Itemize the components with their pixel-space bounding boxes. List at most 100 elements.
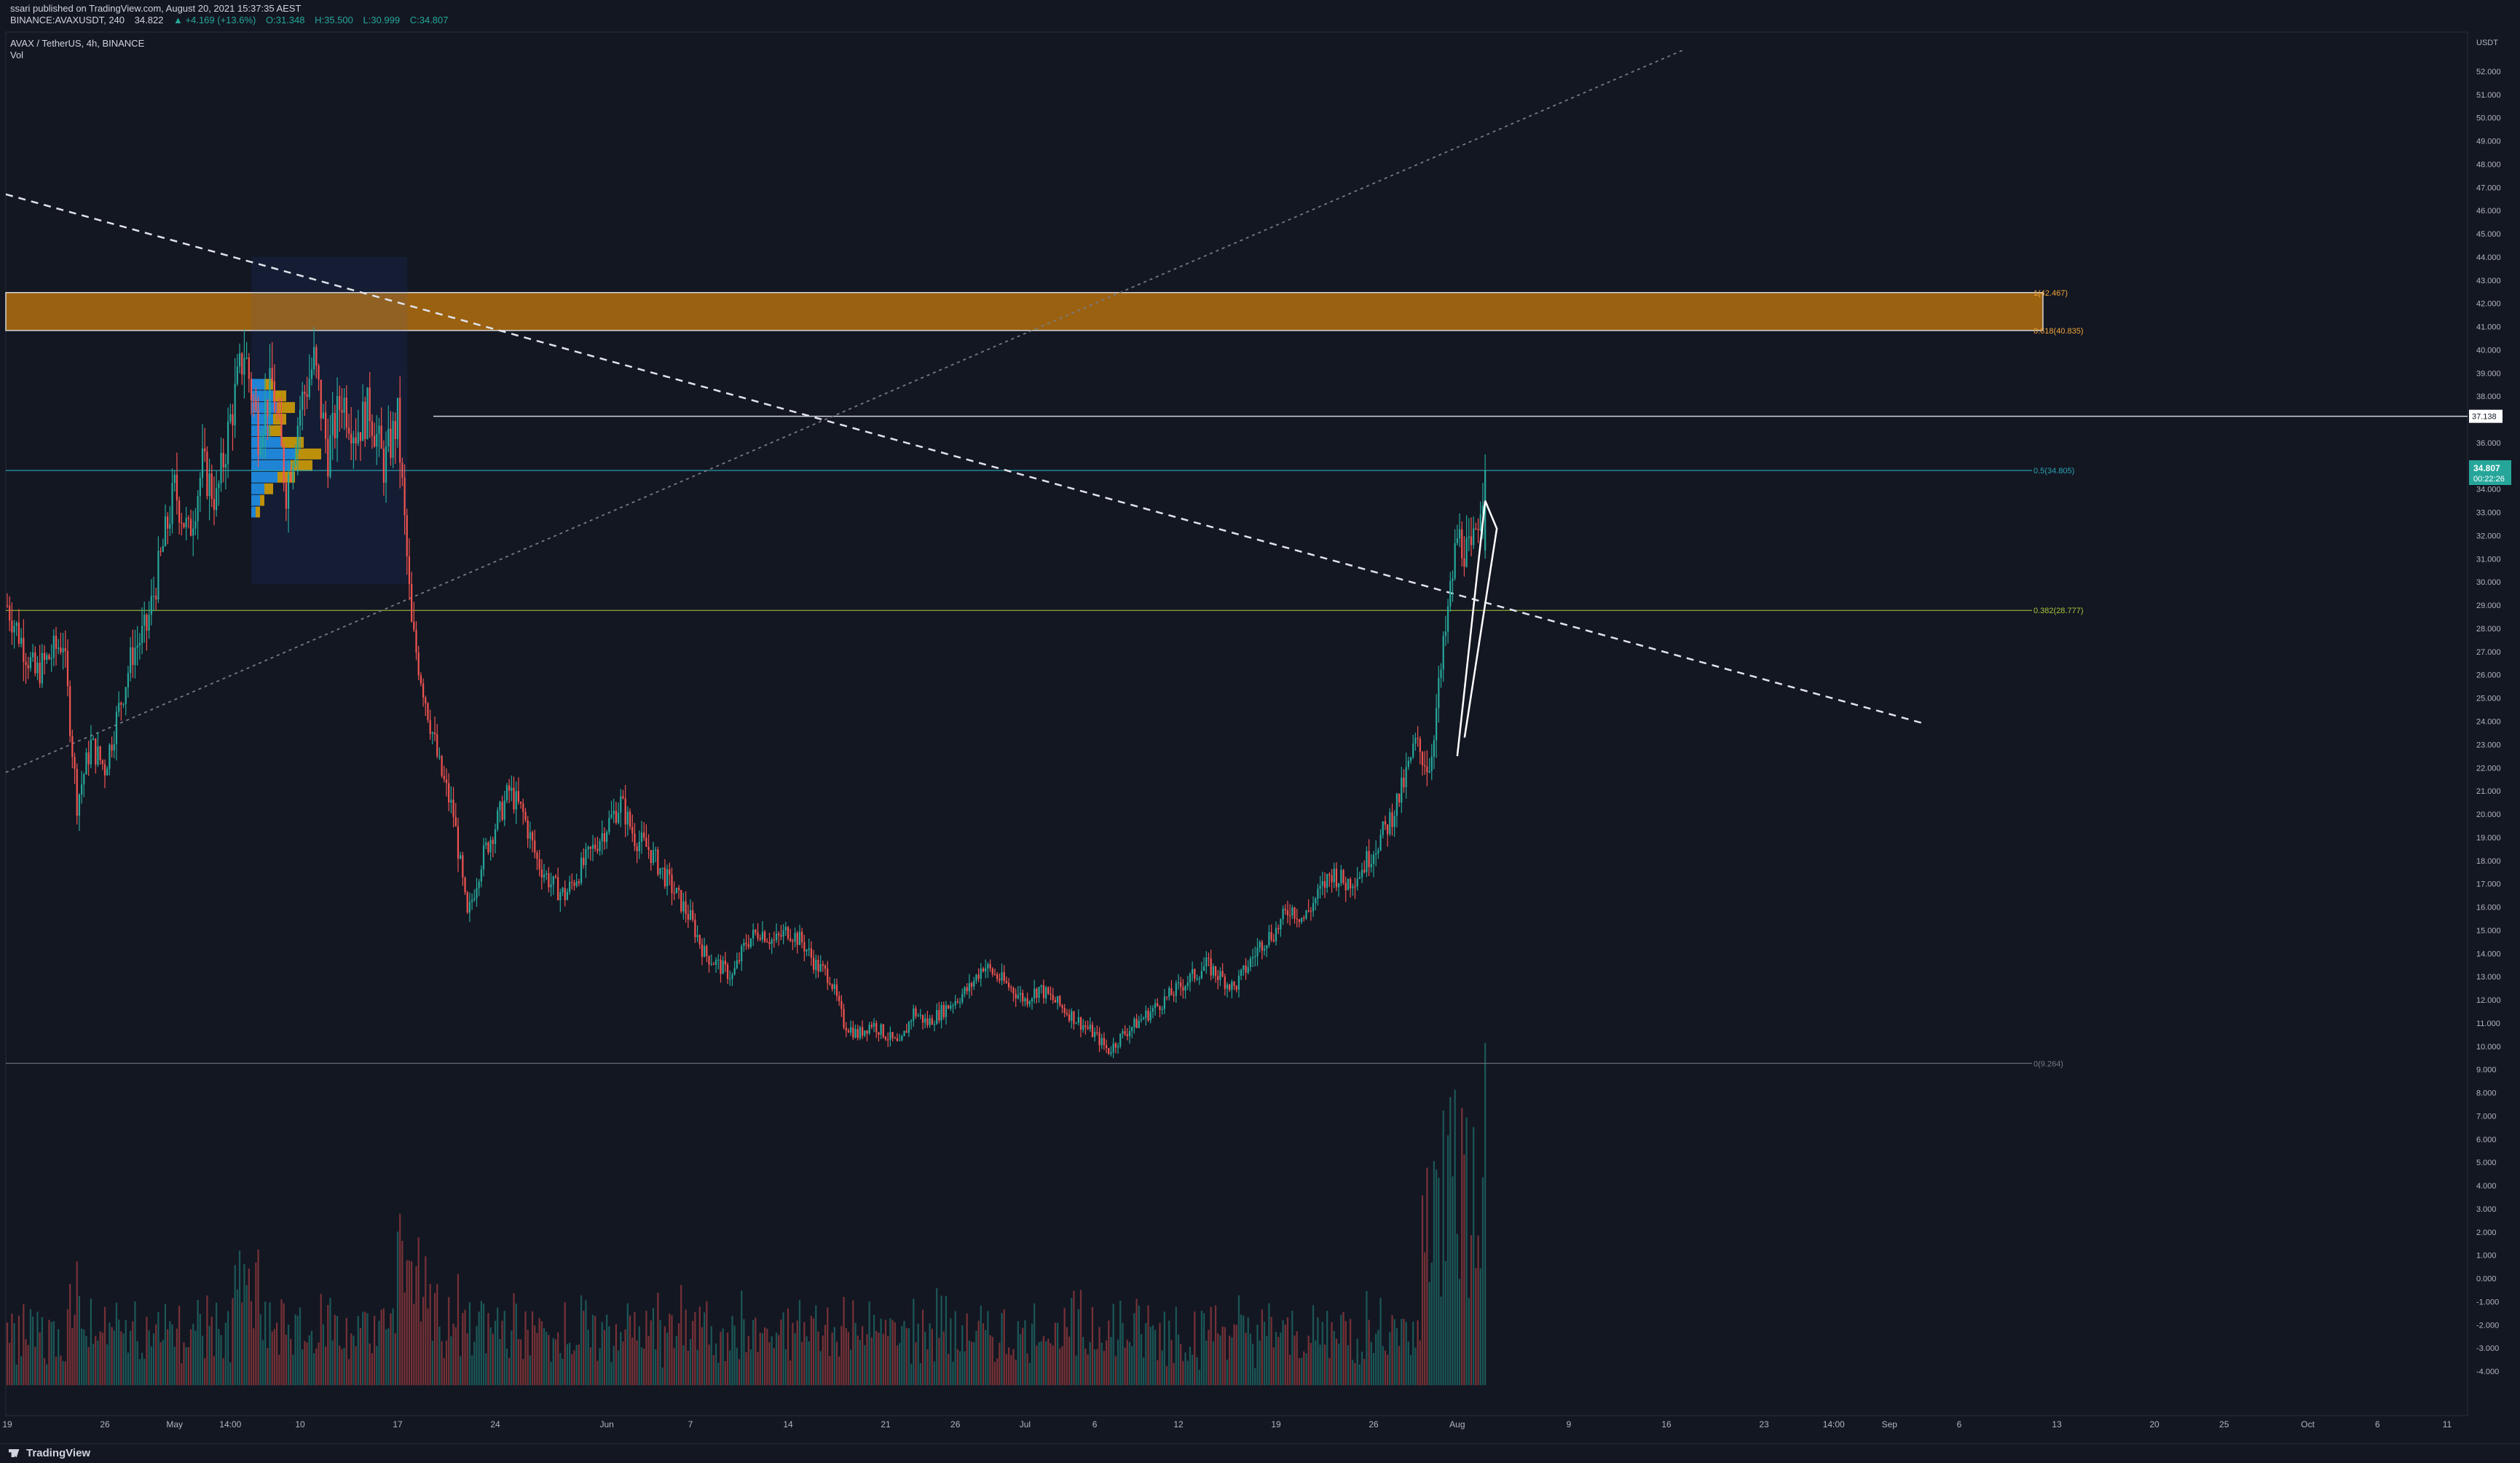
volume-bar [673,1348,675,1386]
volume-bar [1358,1364,1361,1386]
candle-body [143,614,146,626]
volume-bar [392,1308,394,1386]
candle-body [720,959,722,974]
volume-bar [1384,1350,1387,1386]
volume-bar [571,1354,573,1386]
candle-body [422,683,425,698]
volume-bar [1333,1330,1335,1386]
volume-bar [1370,1341,1372,1386]
candle-body [901,1036,903,1041]
volume-bar [840,1325,843,1386]
time-axis-tick-label: 13 [2052,1419,2062,1430]
volume-bar [25,1339,27,1386]
volume-bar [1289,1354,1291,1386]
volume-bar [1326,1311,1328,1386]
candle-body [692,910,694,920]
volume-bar [1189,1346,1192,1386]
candle-body [376,433,378,447]
price-axis-tick-label: -4.000 [2476,1368,2499,1376]
volume-bar [868,1301,870,1386]
volume-bar [460,1356,462,1386]
candle-body [870,1025,873,1027]
volume-bar [1331,1322,1333,1386]
brand-text: TradingView [26,1447,91,1459]
candle-body [1224,976,1226,989]
price-axis-tick-label: 18.000 [2476,857,2501,866]
volume-bar [626,1303,629,1386]
last-price: 34.822 [134,15,164,25]
candle-body [11,620,13,633]
candle-body [608,818,610,832]
volume-bar [232,1298,234,1386]
candle-body [273,381,276,411]
symbol-line: BINANCE:AVAXUSDT, 240 34.822 ▲ +4.169 (+… [10,15,456,25]
volume-bar [425,1256,427,1386]
candle-body [1233,982,1235,986]
volume-bar [1456,1234,1458,1386]
candle-body [64,648,66,652]
volume-bar [324,1346,327,1386]
volume-bar [327,1305,329,1386]
candle-body [462,855,464,878]
candle-body [334,413,336,438]
candle-body [1323,881,1326,888]
candle-body [1321,881,1323,886]
candle-body [538,859,540,869]
candle-body [120,703,122,705]
candle-body [464,877,466,893]
candle-body [926,1018,929,1025]
volume-bar [634,1312,636,1386]
candle-body [546,873,548,875]
volume-bar [882,1333,884,1386]
profile-bin-down [269,425,282,436]
legend-pair[interactable]: AVAX / TetherUS, 4h, BINANCE [10,38,151,49]
candle-body [741,946,743,962]
candle-body [1154,1003,1157,1009]
volume-bar [1323,1344,1326,1386]
candle-body [936,1010,938,1025]
candle-body [1189,974,1192,983]
brand-logo[interactable]: TradingView [9,1447,90,1459]
volume-bar [210,1317,213,1386]
volume-bar [387,1328,390,1386]
candle-body [369,387,371,422]
profile-bin-up [251,436,282,448]
candle-body [1103,1038,1106,1046]
candle-body [466,892,468,913]
volume-bar [52,1321,55,1386]
volume-bar [1479,1268,1481,1386]
candle-body [617,813,620,823]
candle-body [787,927,790,939]
time-axis-tick-label: 12 [1173,1419,1184,1430]
legend-volume[interactable]: Vol [10,50,31,60]
candle-body [503,800,505,820]
candle-body [80,784,83,794]
volume-bar [1154,1330,1157,1386]
volume-bar [887,1336,889,1386]
volume-bar [624,1329,626,1386]
volume-bar [757,1352,759,1386]
candle-body [996,974,999,979]
volume-bar [861,1326,864,1386]
volume-bar [1414,1347,1417,1386]
volume-bar [257,1249,259,1386]
volume-bar [390,1313,392,1386]
candle-body [232,414,234,426]
volume-bar [236,1289,238,1386]
candle-body [60,647,62,652]
volume-bar [359,1328,362,1386]
current-price-label: 34.807 [2473,463,2500,473]
volume-bar [1068,1336,1071,1386]
candle-body [1428,771,1430,773]
volume-bar [1317,1317,1319,1386]
volume-bar [884,1320,887,1386]
volume-bar [942,1331,945,1386]
candle-body [1340,869,1342,883]
candle-body [46,655,48,660]
candle-body [554,876,557,878]
candle-body [1194,969,1196,979]
candle-body [591,844,594,849]
candle-body [634,833,636,847]
candle-body [1475,528,1477,529]
